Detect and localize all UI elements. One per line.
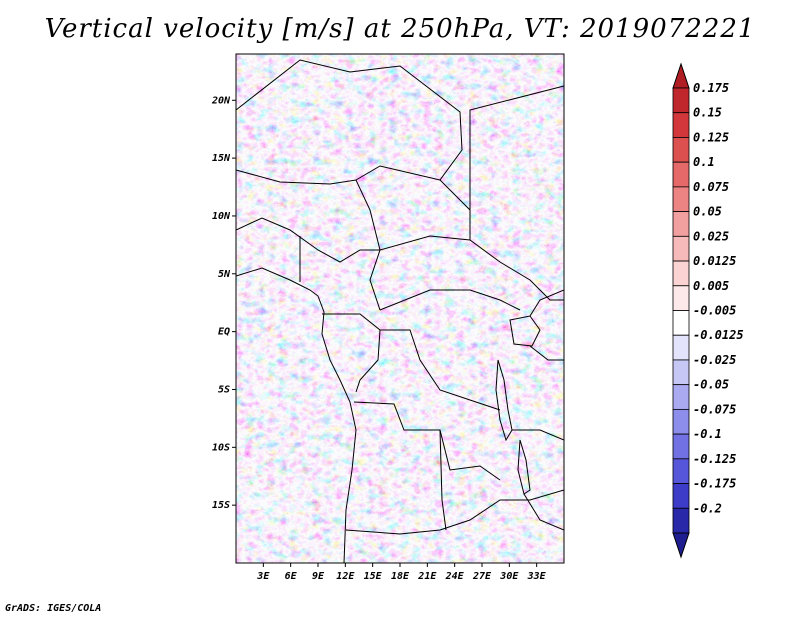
colorbar-swatch: [672, 334, 690, 361]
border: [236, 169, 381, 311]
colorbar-label: -0.0125: [693, 328, 744, 342]
lake-malawi: [517, 439, 531, 495]
border: [529, 289, 564, 317]
border: [469, 85, 564, 240]
colorbar-label: 0.175: [693, 81, 729, 95]
colorbar-label: -0.1: [693, 427, 722, 441]
vertical-velocity-field: [236, 54, 564, 563]
border: [322, 313, 381, 393]
colorbar-label: -0.2: [693, 501, 722, 515]
colorbar-label: 0.15: [693, 106, 722, 120]
colorbar-swatch: [672, 161, 690, 188]
colorbar-label: 0.125: [693, 130, 729, 144]
lon-tick-label: 30E: [499, 571, 519, 582]
colorbar-swatch: [672, 310, 690, 336]
colorbar-swatch: [672, 433, 690, 460]
colorbar-swatch: [672, 137, 690, 163]
lat-tick-label: 5N: [218, 269, 231, 280]
border: [236, 59, 471, 240]
lon-tick-label: 24E: [445, 571, 465, 582]
colorbar-swatch: [672, 359, 690, 386]
colorbar-bottom-arrow: [672, 532, 690, 559]
border: [345, 489, 564, 535]
border: [355, 165, 441, 181]
border: [439, 429, 447, 531]
country-borders: [236, 59, 564, 563]
colorbar-swatch: [672, 260, 690, 287]
colorbar-label: 0.05: [693, 205, 722, 219]
border: [379, 289, 521, 311]
colorbar-top-arrow: [672, 62, 690, 89]
border: [236, 217, 380, 263]
colorbar-label: 0.075: [693, 180, 729, 194]
latitude-axis: 20N 15N 10N 5N EQ 5S 10S 15S: [211, 95, 236, 511]
colorbar-swatch: [672, 384, 690, 410]
colorbar-swatch: [672, 507, 690, 534]
lat-tick-label: 15S: [212, 500, 230, 511]
coastline: [236, 267, 357, 563]
colorbar-label: -0.125: [693, 452, 736, 466]
colorbar-swatch: [672, 285, 690, 311]
map-title: Vertical velocity [m/s] at 250hPa, VT: 2…: [44, 14, 756, 44]
lat-tick-label: 5S: [218, 384, 230, 395]
colorbar-label: 0.1: [693, 155, 715, 169]
lon-tick-label: 9E: [312, 571, 325, 582]
colorbar-swatch: [672, 87, 690, 114]
colorbar-swatch: [672, 408, 690, 435]
colorbar-swatch: [672, 458, 690, 484]
lake-tanganyika: [495, 359, 513, 442]
colorbar-label: -0.175: [693, 477, 736, 491]
colorbar-swatch: [672, 483, 690, 509]
map-panel: 20N 15N 10N 5N EQ 5S 10S 15S 3E 6E 9E 12E 15E 18E 21E…: [211, 53, 565, 582]
lon-tick-label: 15E: [364, 571, 383, 582]
lon-tick-label: 12E: [336, 571, 355, 582]
lon-tick-label: 21E: [417, 571, 437, 582]
border: [529, 345, 564, 361]
lat-tick-label: 20N: [211, 95, 231, 106]
lon-tick-label: 6E: [285, 571, 298, 582]
colorbar-swatch: [672, 235, 690, 262]
colorbar-swatch: [672, 211, 690, 237]
colorbar-swatch: [672, 186, 690, 213]
border: [379, 235, 564, 301]
colorbar-label: 0.0125: [693, 254, 736, 268]
lon-tick-label: 33E: [527, 571, 547, 582]
lat-tick-label: 10N: [212, 211, 231, 222]
colorbar: 0.175 0.15 0.125 0.1 0.075 0.05 0.025 0.0125 0.0…: [672, 62, 744, 559]
colorbar-label: 0.005: [693, 279, 729, 293]
lon-tick-label: 3E: [256, 571, 270, 582]
colorbar-label: -0.05: [693, 378, 729, 392]
credit-label: GrADS: IGES/COLA: [5, 603, 102, 614]
longitude-axis: 3E 6E 9E 12E 15E 18E 21E 24E 27E 30E 33E: [256, 563, 547, 582]
colorbar-swatch: [672, 112, 690, 138]
lat-tick-label: 15N: [212, 153, 231, 164]
border: [512, 429, 564, 441]
lat-tick-label: EQ: [218, 327, 230, 338]
border: [523, 493, 564, 531]
colorbar-label: 0.025: [693, 229, 729, 243]
colorbar-label: -0.005: [693, 304, 736, 318]
lon-tick-label: 27E: [472, 571, 492, 582]
colorbar-label: -0.025: [693, 353, 736, 367]
colorbar-label: -0.075: [693, 402, 736, 416]
lat-tick-label: 10S: [212, 442, 230, 453]
lon-tick-label: 18E: [391, 571, 410, 582]
border: [380, 329, 501, 411]
lake-victoria: [509, 315, 541, 347]
